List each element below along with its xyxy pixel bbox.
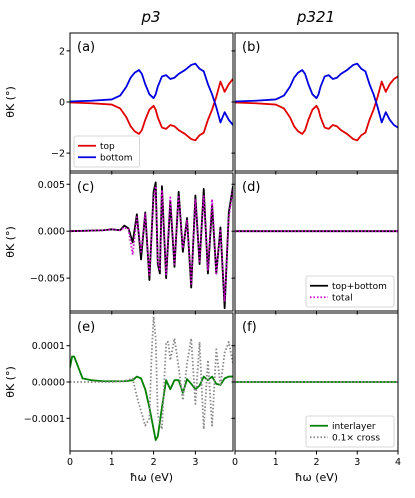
- series-group-b: [235, 62, 398, 142]
- xtick-label-f-1: 1: [273, 457, 279, 468]
- xtick-label-e-1: 1: [109, 457, 115, 468]
- xlabel-col-1: ħω (eV): [295, 471, 338, 484]
- panel-label-e: (e): [77, 320, 95, 335]
- series-line-c-0: [70, 181, 233, 310]
- axes-frame-c: [69, 172, 234, 312]
- legend-box-a: [73, 135, 140, 168]
- ytick-label-c-1: 0.000: [38, 227, 65, 238]
- panel-f: 0 1 2 3 4 (f) interlayer 0.1× cross: [231, 312, 401, 468]
- series-group-e: [70, 315, 233, 442]
- panel-a: −2 0 2 (a) top bottom: [51, 32, 234, 175]
- panel-c: −0.005 0.000 0.005 (c): [30, 172, 234, 315]
- xtick-label-f-0: 0: [232, 457, 238, 468]
- series-line-b-0: [235, 75, 398, 142]
- ytick-label-a-0: −2: [51, 149, 65, 160]
- panel-label-d: (d): [242, 180, 260, 195]
- series-line-b-1: [235, 62, 398, 129]
- xtick-label-f-4: 4: [395, 457, 401, 468]
- ytick-label-c-0: −0.005: [30, 274, 65, 285]
- xtick-label-f-3: 3: [354, 457, 360, 468]
- series-line-a-0: [70, 78, 233, 142]
- xtick-label-f-2: 2: [313, 457, 319, 468]
- ytick-label-c-2: 0.005: [38, 180, 65, 191]
- panel-label-a: (a): [77, 40, 95, 55]
- panel-d: (d) top+bottom total: [231, 172, 399, 315]
- legend-label-a-0: top: [100, 142, 115, 152]
- series-line-a-1: [70, 62, 233, 126]
- legend-label-f-0: interlayer: [332, 422, 376, 432]
- legend-label-d-1: total: [332, 294, 353, 304]
- series-line-c-1: [70, 185, 233, 303]
- legend-label-f-1: 0.1× cross: [332, 434, 380, 444]
- series-group-c: [70, 181, 233, 310]
- panel-label-c: (c): [77, 180, 94, 195]
- legend-box-d: [305, 275, 395, 308]
- panel-label-f: (f): [242, 320, 257, 335]
- ylabel-row-0: θK (°): [4, 86, 17, 118]
- ytick-label-e-0: −0.0001: [24, 414, 65, 425]
- ylabel-row-1: θK (°): [4, 226, 17, 258]
- xtick-label-e-3: 3: [192, 457, 198, 468]
- panel-label-b: (b): [242, 40, 260, 55]
- ytick-label-a-2: 2: [59, 46, 65, 57]
- legend-box-f: [305, 415, 395, 448]
- series-line-e-1: [70, 315, 233, 431]
- column-title-p321: p321: [296, 8, 335, 26]
- panel-b: (b): [231, 32, 399, 175]
- xtick-label-e-0: 0: [67, 457, 73, 468]
- xtick-label-e-2: 2: [151, 457, 157, 468]
- ytick-label-e-1: 0.0000: [32, 378, 65, 389]
- ylabel-row-2: θK (°): [4, 366, 17, 398]
- legend-label-d-0: top+bottom: [332, 282, 387, 292]
- column-title-p3: p3: [140, 8, 160, 26]
- xlabel-col-0: ħω (eV): [130, 471, 173, 484]
- panel-e: −0.0001 0.0000 0.0001 0 1 2 3 (e): [24, 312, 234, 468]
- series-group-a: [70, 62, 233, 142]
- ytick-label-e-2: 0.0001: [32, 341, 65, 352]
- legend-label-a-1: bottom: [100, 154, 133, 164]
- ytick-label-a-1: 0: [59, 98, 65, 109]
